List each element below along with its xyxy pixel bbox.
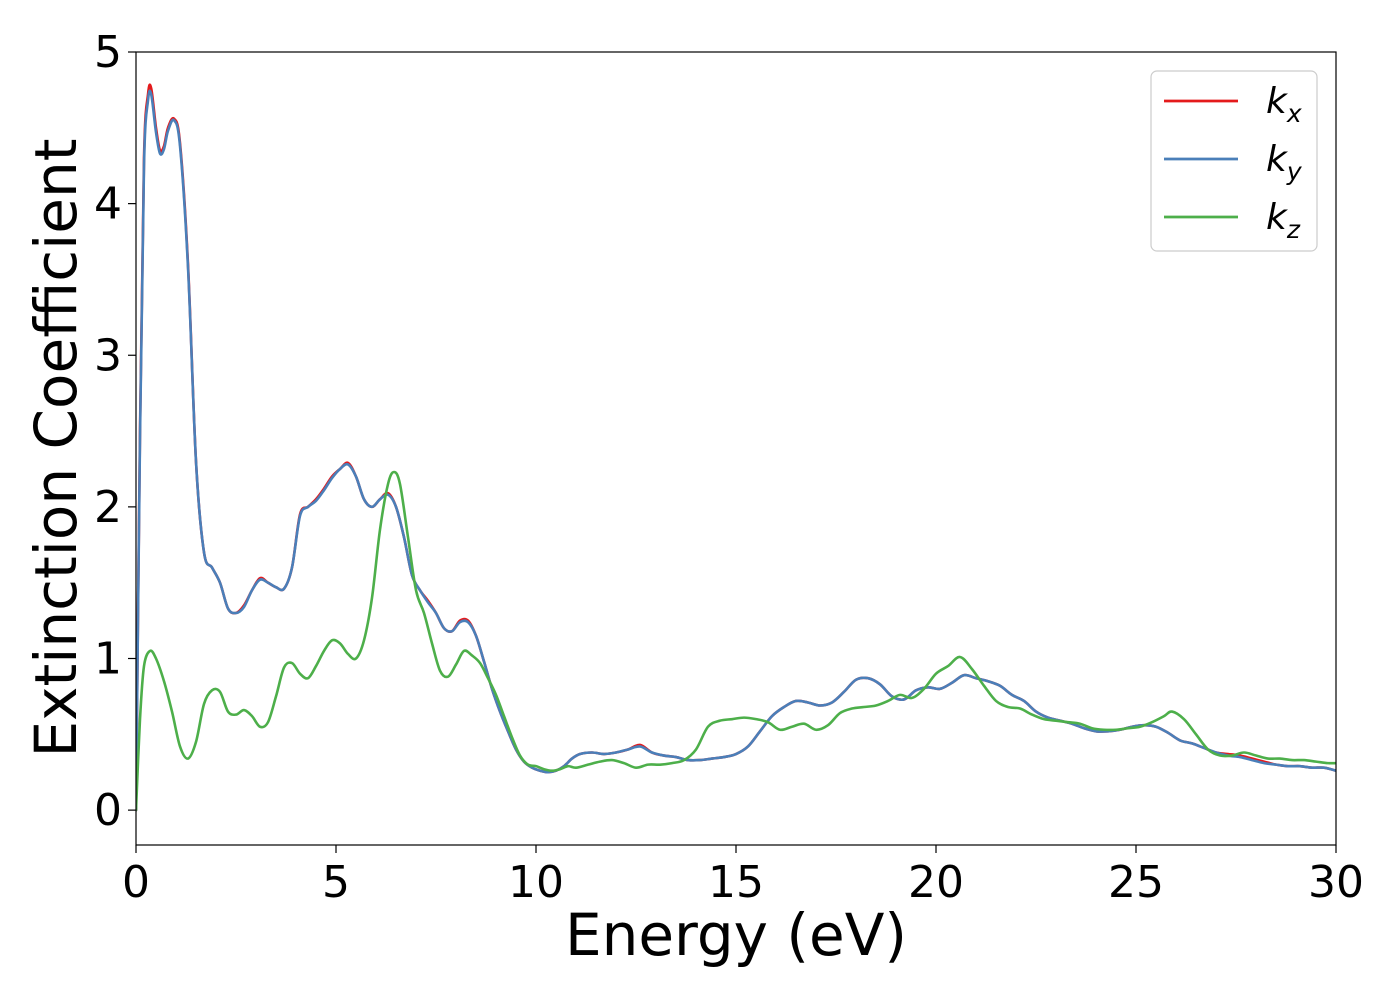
series-line-k-z (136, 470, 1336, 812)
x-axis: 0 5 10 15 20 25 30 (122, 845, 1364, 908)
x-tick-label: 10 (508, 857, 564, 908)
x-tick-label: 5 (322, 857, 350, 908)
legend-label-base: k (1266, 139, 1289, 180)
legend-label-k-x: kx (1266, 81, 1302, 128)
x-tick-label: 25 (1108, 857, 1164, 908)
y-tick-label: 4 (94, 179, 122, 230)
y-axis: 0 1 2 3 4 5 (94, 27, 136, 836)
legend-label-subscript: x (1286, 99, 1302, 128)
legend-label-k-z: kz (1266, 197, 1301, 244)
legend-label-base: k (1266, 81, 1289, 122)
legend-label-k-y: ky (1266, 139, 1303, 186)
x-tick-label: 20 (908, 857, 964, 908)
legend-label-subscript: z (1286, 215, 1301, 244)
plot-area (136, 52, 1336, 845)
y-tick-label: 3 (94, 330, 122, 381)
y-tick-label: 2 (94, 482, 122, 533)
x-tick-label: 15 (708, 857, 764, 908)
y-tick-label: 5 (94, 27, 122, 78)
legend-box (1150, 70, 1318, 252)
x-tick-label: 30 (1308, 857, 1364, 908)
y-tick-label: 1 (94, 634, 122, 685)
legend-label-subscript: y (1286, 157, 1303, 186)
y-tick-label: 0 (94, 785, 122, 836)
legend-label-base: k (1266, 197, 1289, 238)
series-layer (136, 83, 1336, 812)
series-line-k-y (136, 89, 1336, 812)
y-axis-label: Extinction Coefficient (22, 139, 90, 758)
x-tick-label: 0 (122, 857, 150, 908)
x-axis-label: Energy (eV) (565, 901, 907, 969)
